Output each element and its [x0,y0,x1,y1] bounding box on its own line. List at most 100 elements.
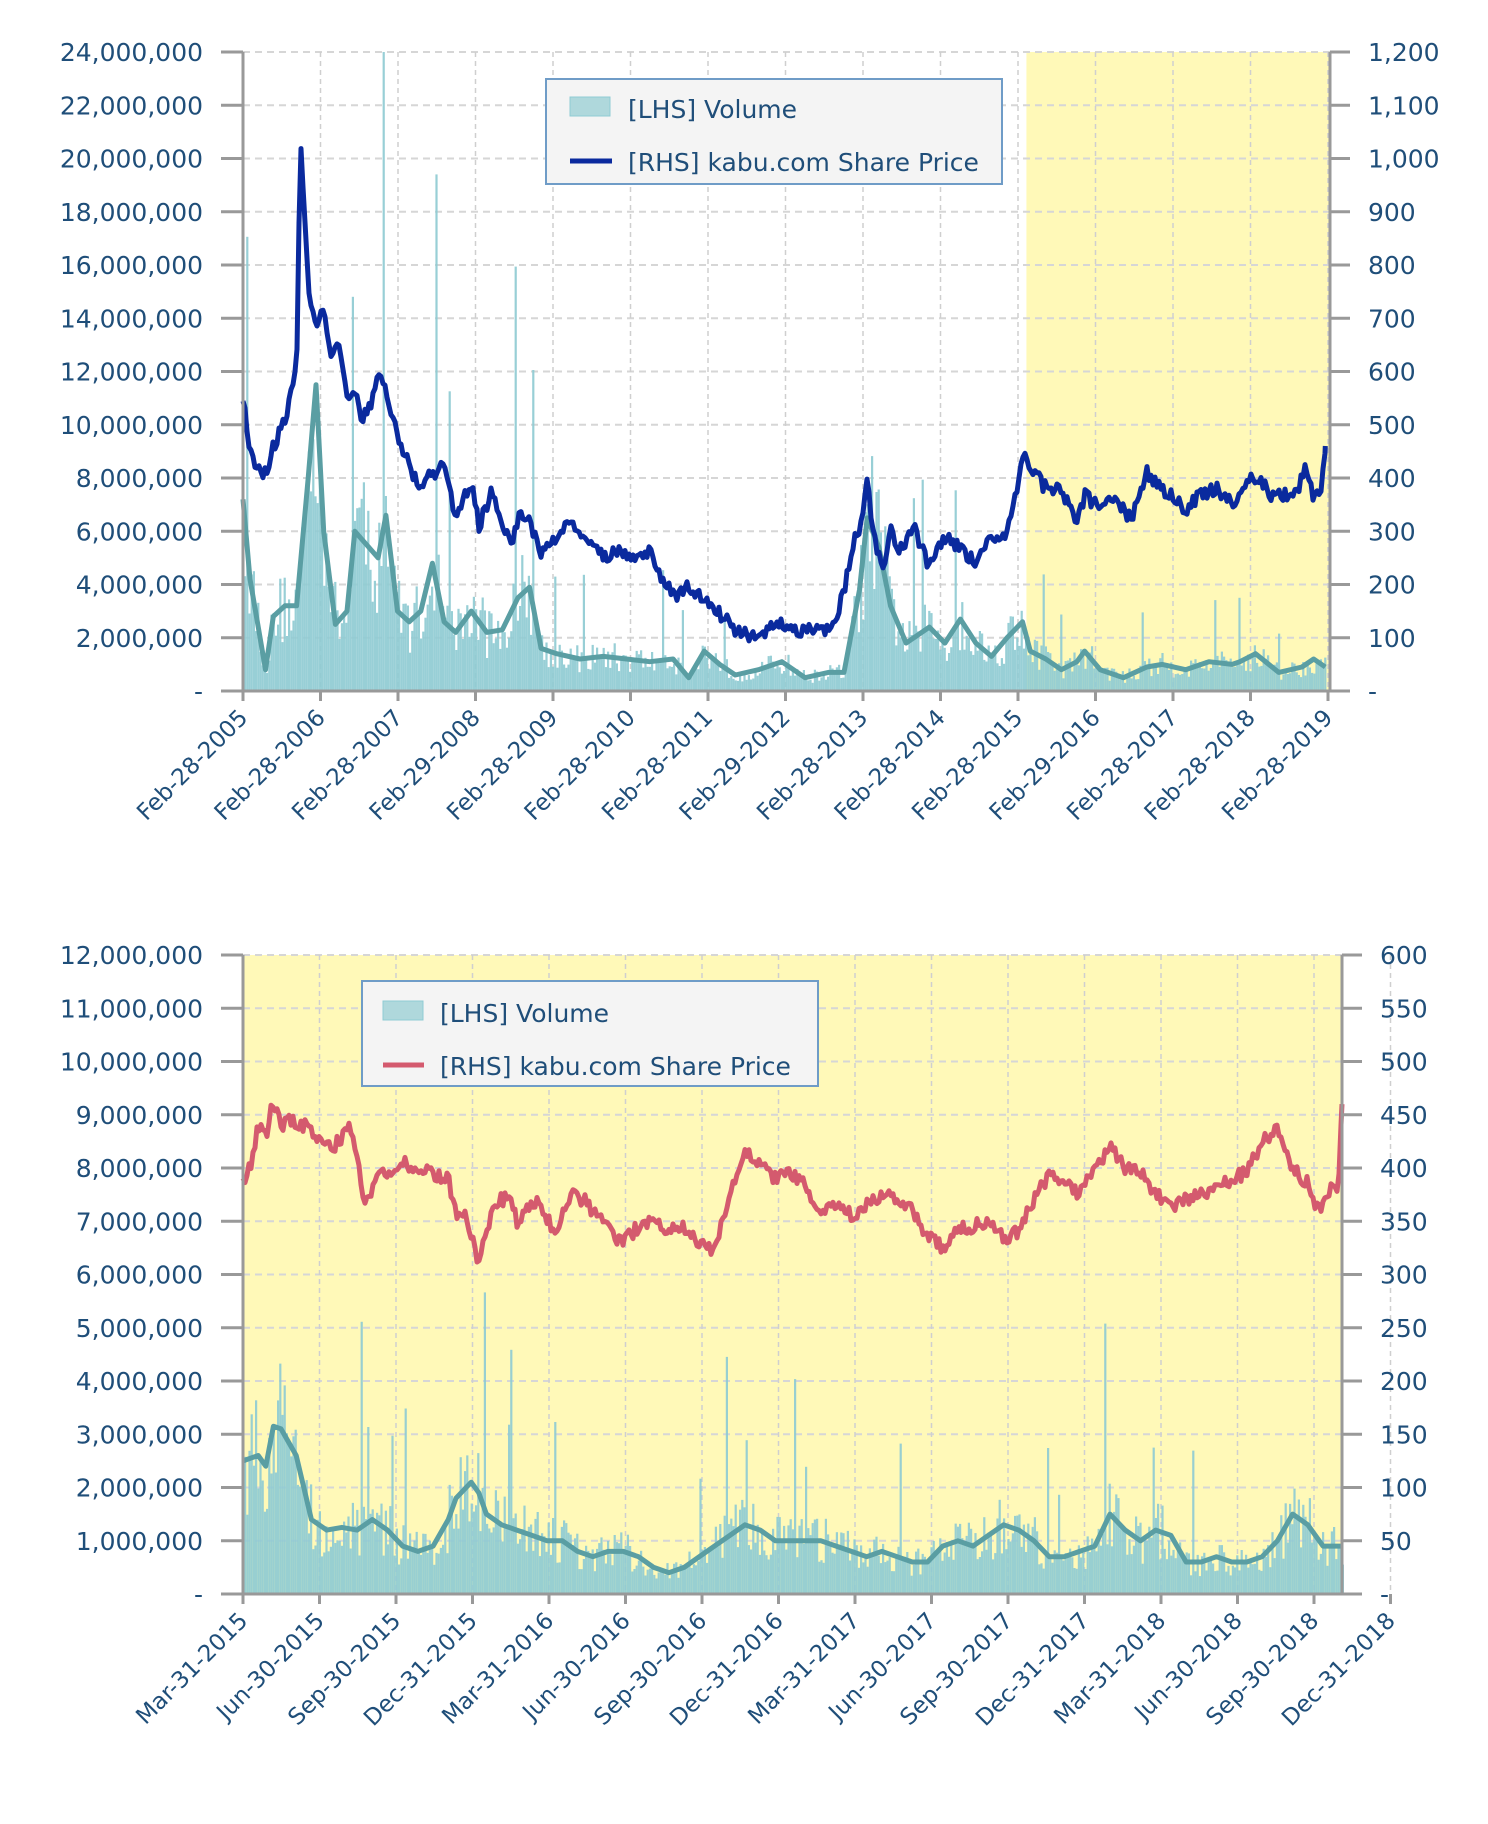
volume-bar [659,658,662,691]
volume-bar [857,1567,860,1594]
right-tick-label: 1,200 [1368,38,1440,67]
volume-bar [956,1526,959,1594]
left-tick-label: 2,000,000 [76,1474,203,1503]
volume-bar [699,656,702,691]
volume-bar [1302,662,1305,691]
volume-bar [1157,1503,1160,1594]
volume-bar [813,669,816,691]
volume-bar [1315,663,1318,691]
volume-bar [1119,1528,1122,1594]
left-tick-label: 5,000,000 [76,1314,203,1343]
volume-bar [268,1438,271,1594]
volume-bar [677,1577,680,1594]
volume-bar [765,1555,768,1594]
volume-bar [1161,1505,1164,1594]
volume-bar [791,1529,794,1594]
x-axis-tick-labels: Feb-28-2005Feb-28-2006Feb-28-2007Feb-29-… [132,705,1338,826]
volume-bar [519,1539,522,1594]
right-tick-label: 550 [1380,994,1428,1023]
volume-bar [807,1528,810,1594]
volume-bar [538,1556,541,1594]
volume-bar [879,1563,882,1594]
volume-bar [1214,1571,1217,1594]
volume-bar [567,1532,570,1594]
volume-bar [1016,637,1019,691]
volume-bar [558,1562,561,1594]
volume-bar [934,1551,937,1594]
volume-bar [1304,1516,1307,1594]
volume-bar [1095,665,1098,691]
volume-bar [899,1443,902,1594]
volume-bar [1280,1515,1283,1594]
volume-bars [244,1292,1344,1594]
left-tick-label: 7,000,000 [76,1207,203,1236]
volume-bar [1007,1539,1010,1594]
volume-bar [897,631,900,691]
volume-bar [886,543,889,691]
volume-bar [292,1436,295,1594]
volume-bar [893,1571,896,1594]
volume-bar [981,1551,984,1594]
volume-bar [362,1506,365,1594]
volume-bar [965,1535,968,1594]
volume-bar [1165,1559,1168,1594]
volume-bar [356,508,359,691]
volume-bar [721,669,724,691]
volume-bar [877,1555,880,1594]
volume-bar [281,642,284,691]
volume-bar [288,1445,291,1594]
left-tick-label: 24,000,000 [60,38,203,67]
volume-bar [783,1525,786,1594]
volume-bar [802,670,805,691]
volume-bar [285,636,288,691]
right-tick-label: 50 [1380,1527,1412,1556]
volume-bar [325,533,328,691]
volume-bar [378,522,381,691]
volume-bar [789,1519,792,1594]
volume-bar [321,529,324,691]
volume-bar [635,650,638,691]
volume-bar [318,453,321,691]
volume-bar [574,659,577,691]
volume-bar [1000,1553,1003,1594]
volume-bar [1289,673,1292,691]
left-tick-label: 1,000,000 [76,1527,203,1556]
volume-bar [640,650,643,691]
volume-bar [926,1562,929,1594]
volume-bar [569,648,572,691]
axes [221,953,1392,1604]
volume-bar [1234,666,1237,691]
volume-bar [822,671,825,691]
volume-bar [488,611,491,691]
volume-bar [246,1514,249,1594]
volume-bar [906,649,909,691]
volume-bar [415,586,418,691]
volume-bar [545,1551,548,1594]
volume-bar [567,664,570,691]
volume-bar [1231,1565,1234,1594]
volume-bar [875,1536,878,1594]
volume-bar [580,652,583,691]
volume-bar [1212,1563,1215,1594]
volume-bar [732,678,735,691]
volume-bar [409,652,412,691]
volume-bar [501,1541,504,1594]
volume-bar [587,1550,590,1594]
volume-bar [519,606,522,691]
volume-bar [1187,1553,1190,1594]
volume-bar [1194,1571,1197,1594]
volume-bar [453,1528,456,1594]
volume-bar [978,631,981,691]
volume-bar [1124,682,1127,691]
right-tick-label: 200 [1380,1367,1428,1396]
volume-bar [1236,661,1239,691]
volume-bar [582,574,585,691]
volume-bar [873,589,876,691]
volume-bar [1003,663,1006,691]
volume-bar [1084,1569,1087,1594]
volume-bar [631,1571,634,1594]
volume-bar [433,1564,436,1594]
volume-bar [329,612,332,691]
volume-bar [277,1400,280,1594]
volume-bar [310,1484,313,1594]
